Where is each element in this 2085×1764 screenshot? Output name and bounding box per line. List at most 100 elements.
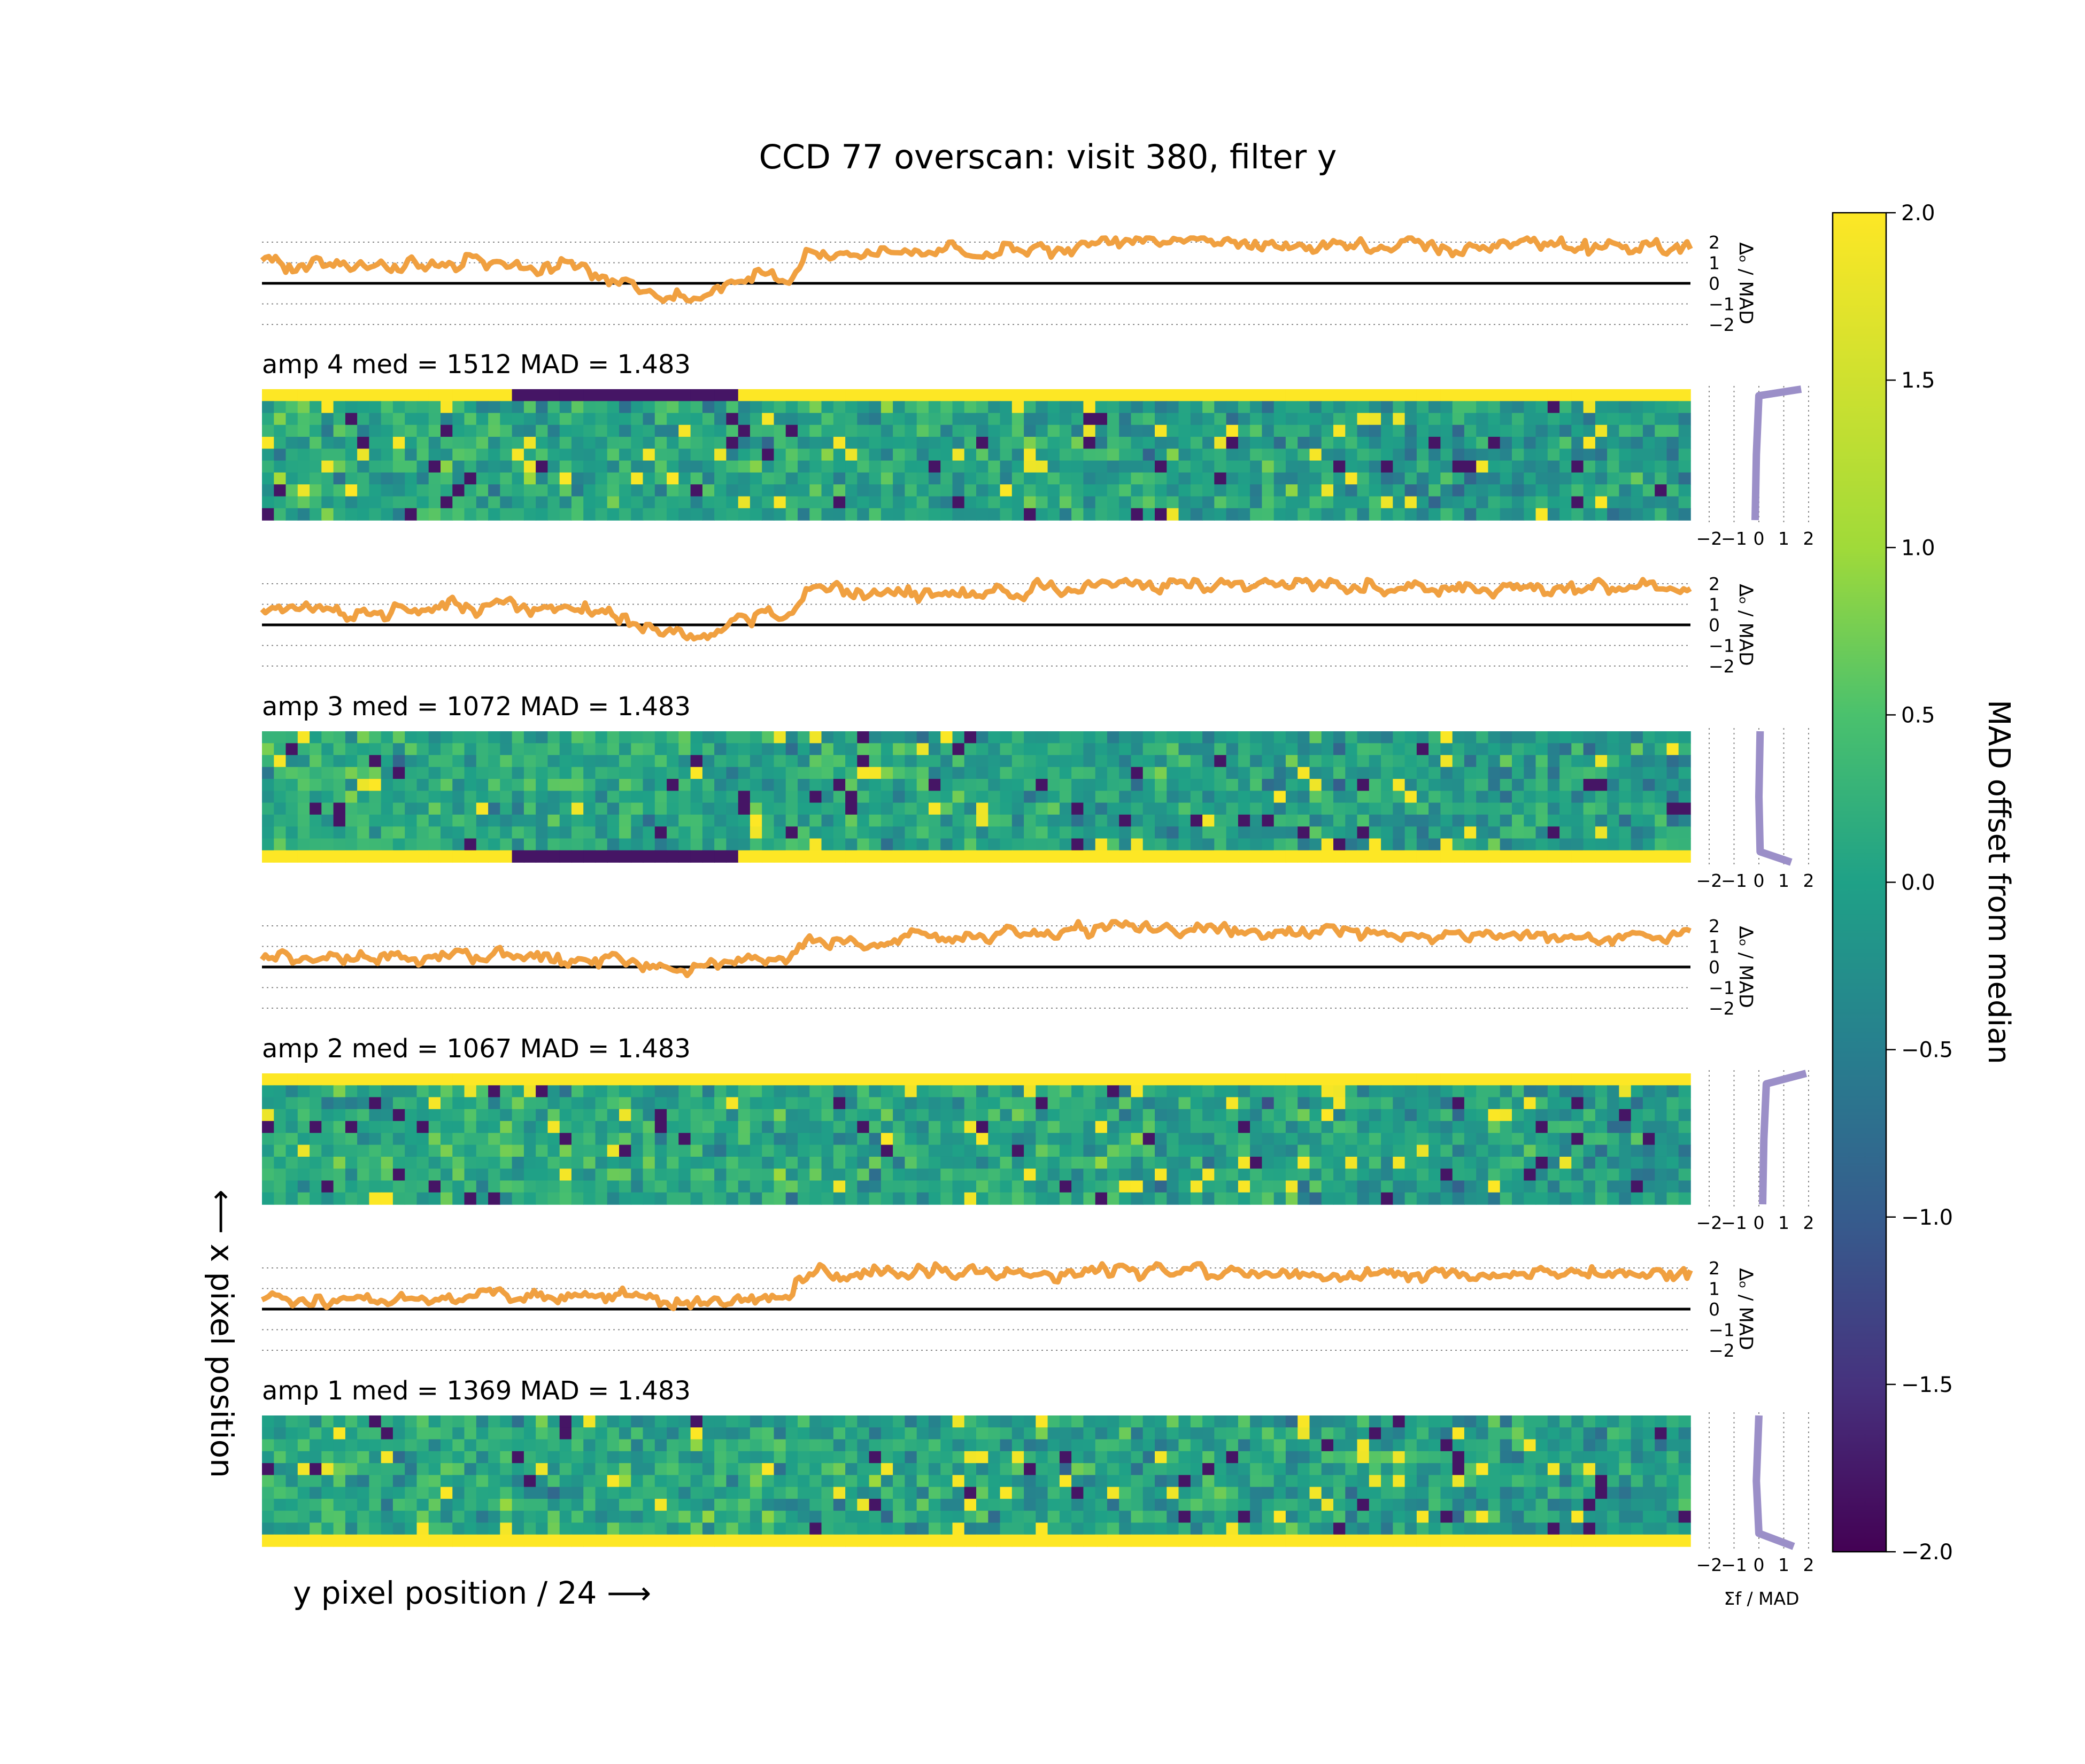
heatmap-cell <box>785 1097 798 1110</box>
heatmap-cell <box>1571 743 1584 756</box>
heatmap-cell <box>690 413 703 425</box>
heatmap-cell <box>654 1439 667 1452</box>
heatmap-cell <box>893 437 906 450</box>
heatmap-cell <box>798 508 810 521</box>
heatmap-cell <box>869 1451 882 1464</box>
heatmap-cell <box>285 1121 298 1134</box>
heatmap-cell <box>964 484 977 497</box>
heatmap-cell <box>726 1133 739 1146</box>
heatmap-cell <box>405 1415 418 1428</box>
heatmap-cell <box>500 460 513 473</box>
heatmap-cell <box>500 401 513 414</box>
heatmap-cell <box>357 448 370 461</box>
heatmap-cell <box>1273 389 1286 402</box>
heatmap-cell <box>619 743 632 756</box>
heatmap-cell <box>1131 1475 1144 1488</box>
heatmap-cell <box>1047 424 1060 437</box>
heatmap-cell <box>821 755 834 768</box>
trend-line <box>259 919 1692 978</box>
heatmap-cell <box>1047 437 1060 450</box>
heatmap-cell <box>297 424 310 437</box>
heatmap-cell <box>1083 1156 1096 1169</box>
heatmap-cell <box>762 448 775 461</box>
heatmap-cell <box>1357 1121 1370 1134</box>
heatmap-cell <box>1059 389 1072 402</box>
heatmap-cell <box>976 1463 989 1476</box>
heatmap-cell <box>905 1109 917 1121</box>
heatmap-cell <box>1559 484 1572 497</box>
heatmap-cell <box>405 389 418 402</box>
heatmap-cell <box>405 1192 418 1205</box>
heatmap-cell <box>905 826 917 839</box>
heatmap-cell <box>1345 1439 1358 1452</box>
heatmap-cell <box>297 838 310 851</box>
heatmap-cell <box>1583 1487 1596 1499</box>
heatmap-cell <box>726 1475 739 1488</box>
heatmap-cell <box>571 1144 584 1157</box>
heatmap-cell <box>1678 743 1691 756</box>
heatmap-cell <box>416 496 429 509</box>
heatmap-cell <box>1488 460 1501 473</box>
heatmap-cell <box>952 424 965 437</box>
heatmap-cell <box>678 1439 691 1452</box>
heatmap-cell <box>631 1144 644 1157</box>
heatmap-cell <box>1047 767 1060 779</box>
heatmap-cell <box>1226 1133 1239 1146</box>
heatmap-cell <box>547 1463 560 1476</box>
heatmap-cell <box>1333 413 1346 425</box>
heatmap-cell <box>678 814 691 827</box>
heatmap-cell <box>1036 1475 1048 1488</box>
heatmap-cell <box>1107 1133 1119 1146</box>
heatmap-cell <box>1000 1133 1013 1146</box>
heatmap-cell <box>369 496 382 509</box>
heatmap-cell <box>1655 850 1667 863</box>
heatmap-cell <box>667 838 679 851</box>
heatmap-cell <box>726 424 739 437</box>
heatmap-cell <box>916 484 929 497</box>
heatmap-cell <box>1047 1475 1060 1488</box>
heatmap-cell <box>857 1487 870 1499</box>
heatmap-cell <box>1262 814 1275 827</box>
heatmap-cell <box>750 472 762 485</box>
heatmap-cell <box>1404 826 1417 839</box>
heatmap-cell <box>1583 731 1596 744</box>
heatmap-cell <box>1547 1427 1560 1440</box>
heatmap-cell <box>416 791 429 803</box>
heatmap-cell <box>488 413 501 425</box>
heatmap-cell <box>785 755 798 768</box>
heatmap-cell <box>1440 1073 1453 1086</box>
heatmap-cell <box>369 1475 382 1488</box>
heatmap-cell <box>1285 1133 1298 1146</box>
heatmap-cell <box>1524 1463 1536 1476</box>
heatmap-cell <box>321 1169 334 1181</box>
heatmap-cell <box>1155 496 1168 509</box>
heatmap-cell <box>452 472 465 485</box>
heatmap-cell <box>1250 1475 1263 1488</box>
heatmap-cell <box>738 743 751 756</box>
heatmap-cell <box>1071 1415 1084 1428</box>
heatmap-cell <box>1083 1463 1096 1476</box>
heatmap-cell <box>1059 1180 1072 1193</box>
heatmap-cell <box>678 731 691 744</box>
heatmap-cell <box>1381 826 1394 839</box>
heatmap-cell <box>1583 1085 1596 1098</box>
heatmap-cell <box>1428 460 1441 473</box>
heatmap-cell <box>1524 850 1536 863</box>
heatmap-cell <box>1619 1097 1632 1110</box>
heatmap-cell <box>1357 850 1370 863</box>
heatmap-cell <box>1167 460 1179 473</box>
heatmap-cell <box>1321 1085 1334 1098</box>
heatmap-cell <box>559 1451 572 1464</box>
heatmap-cell <box>607 755 620 768</box>
heatmap-cell <box>631 767 644 779</box>
heatmap-cell <box>643 1192 655 1205</box>
heatmap-cell <box>1155 1169 1168 1181</box>
heatmap-cell <box>893 743 906 756</box>
heatmap-cell <box>1107 1192 1119 1205</box>
heatmap-cell <box>1631 1192 1643 1205</box>
heatmap-cell <box>750 484 762 497</box>
heatmap-cell <box>333 1427 346 1440</box>
heatmap-cell <box>857 1451 870 1464</box>
heatmap-cell <box>512 1121 524 1134</box>
heatmap-cell <box>274 755 287 768</box>
